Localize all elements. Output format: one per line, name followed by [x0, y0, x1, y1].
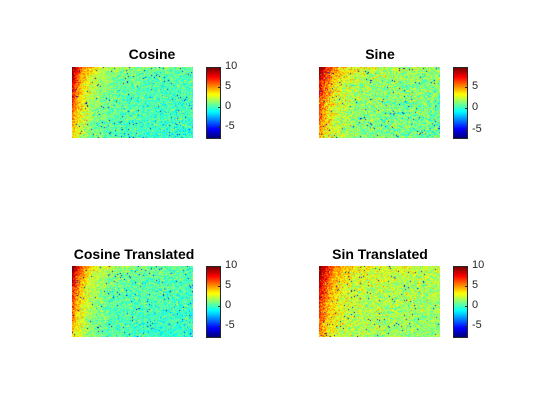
panel-2-colorbar: [453, 67, 468, 139]
panel-1-heatmap: [72, 67, 193, 138]
colorbar-tick-mark: [465, 286, 468, 287]
colorbar-tick-mark: [465, 306, 468, 307]
colorbar-tick-mark: [218, 306, 221, 307]
colorbar-tick-label: 5: [225, 80, 232, 92]
panel-4-title: Sin Translated: [332, 246, 428, 262]
colorbar-tick-label: -5: [225, 120, 235, 132]
colorbar-tick-label: 0: [225, 299, 232, 311]
colorbar-tick-mark: [465, 130, 468, 131]
colorbar-tick-label: -5: [225, 319, 235, 331]
colorbar-tick-mark: [218, 127, 221, 128]
colorbar-tick-label: 5: [472, 279, 479, 291]
colorbar-tick-mark: [218, 286, 221, 287]
colorbar-tick-label: 5: [472, 80, 479, 92]
panel-3-colorbar: [206, 266, 221, 338]
colorbar-tick-label: 5: [225, 279, 232, 291]
colorbar-tick-label: 10: [472, 259, 485, 271]
colorbar-tick-mark: [218, 266, 221, 267]
colorbar-tick-label: -5: [472, 319, 482, 331]
colorbar-tick-mark: [465, 108, 468, 109]
panel-3-heatmap: [72, 266, 193, 337]
colorbar-tick-label: 10: [225, 60, 238, 72]
colorbar-tick-label: -5: [472, 123, 482, 135]
colorbar-tick-mark: [218, 67, 221, 68]
panel-2-heatmap: [319, 67, 440, 138]
colorbar-tick-label: 10: [225, 259, 238, 271]
panel-4-colorbar: [453, 266, 468, 338]
colorbar-tick-label: 0: [472, 101, 479, 113]
colorbar-tick-mark: [218, 107, 221, 108]
panel-1-title: Cosine: [128, 46, 176, 62]
colorbar-tick-mark: [218, 87, 221, 88]
panel-4-heatmap: [319, 266, 440, 337]
colorbar-tick-mark: [218, 326, 221, 327]
colorbar-tick-mark: [465, 326, 468, 327]
panel-3-title: Cosine Translated: [73, 246, 195, 262]
panel-2-title: Sine: [365, 46, 395, 62]
colorbar-tick-mark: [465, 87, 468, 88]
panel-1-colorbar: [206, 67, 221, 139]
colorbar-tick-mark: [465, 266, 468, 267]
colorbar-tick-label: 0: [472, 299, 479, 311]
colorbar-tick-label: 0: [225, 100, 232, 112]
